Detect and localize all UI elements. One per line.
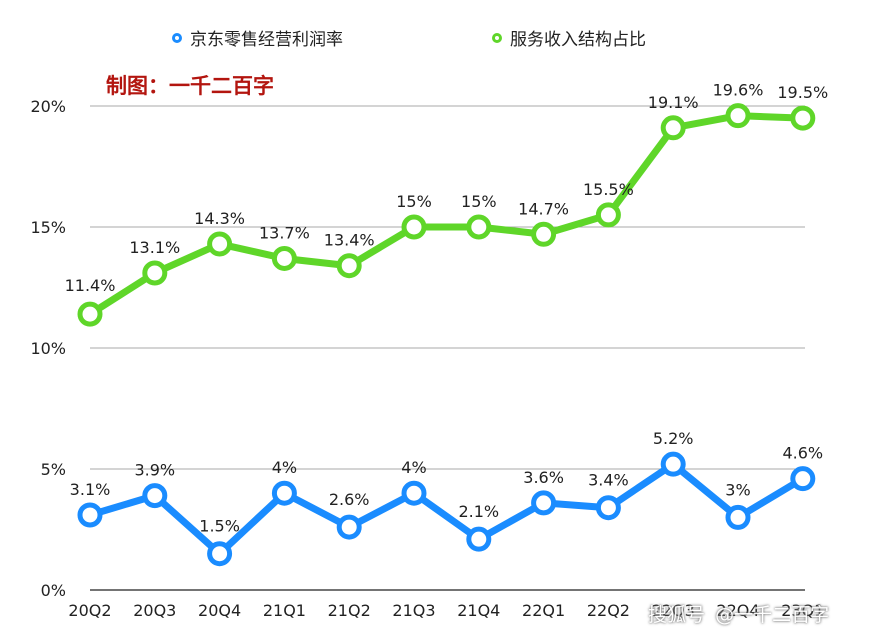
data-point bbox=[271, 245, 297, 271]
data-point bbox=[401, 214, 427, 240]
legend-label-service-share: 服务收入结构占比 bbox=[510, 30, 646, 50]
x-tick-label: 20Q2 bbox=[68, 601, 111, 620]
data-label: 3.4% bbox=[588, 471, 629, 490]
legend-item-service-share: 服务收入结构占比 bbox=[492, 25, 646, 50]
x-tick-label: 21Q2 bbox=[328, 601, 371, 620]
data-point bbox=[336, 253, 362, 279]
data-point bbox=[207, 541, 233, 567]
x-tick-label: 23Q1 bbox=[781, 601, 824, 620]
watermark-right: @一千二百字 bbox=[715, 604, 830, 626]
data-point bbox=[531, 490, 557, 516]
data-label: 13.7% bbox=[259, 223, 310, 242]
x-tick-label: 22Q3 bbox=[652, 601, 695, 620]
data-point bbox=[531, 221, 557, 247]
data-label: 4% bbox=[272, 458, 297, 477]
data-point bbox=[401, 480, 427, 506]
series-line-0 bbox=[86, 460, 807, 558]
x-tick-label: 22Q4 bbox=[716, 601, 759, 620]
data-point bbox=[725, 103, 751, 129]
data-label: 13.1% bbox=[129, 238, 180, 257]
x-axis-ticks: 20Q2 20Q3 20Q4 21Q1 21Q2 21Q3 21Q4 22Q1 22Q2 22Q3… bbox=[68, 601, 824, 620]
data-point bbox=[466, 526, 492, 552]
data-label: 15% bbox=[396, 192, 432, 211]
data-point bbox=[142, 483, 168, 509]
data-label: 2.6% bbox=[329, 490, 370, 509]
chart-credit: 制图：一千二百字 bbox=[106, 74, 274, 98]
legend-marker-service-share-icon bbox=[492, 32, 502, 43]
data-point bbox=[660, 451, 686, 477]
data-point bbox=[77, 301, 103, 327]
y-tick-label: 0% bbox=[41, 581, 66, 600]
data-label: 19.5% bbox=[777, 83, 828, 102]
data-label: 5.2% bbox=[653, 429, 694, 448]
y-tick-label: 10% bbox=[30, 339, 66, 358]
x-tick-label: 20Q3 bbox=[133, 601, 176, 620]
data-point bbox=[790, 466, 816, 492]
watermark-left: 搜狐号 bbox=[648, 604, 706, 626]
data-label: 19.6% bbox=[713, 81, 764, 100]
data-label: 3.9% bbox=[134, 461, 175, 480]
data-point bbox=[271, 480, 297, 506]
legend-marker-retail-margin-icon bbox=[172, 32, 182, 43]
data-point bbox=[77, 502, 103, 528]
data-label: 4% bbox=[401, 458, 426, 477]
x-tick-label: 21Q3 bbox=[392, 601, 435, 620]
data-labels: 3.1% 3.9% 1.5% 4% 2.6% 4% 2.1% 3.6% 3.4% 5.2% 3% 4.… bbox=[65, 81, 829, 536]
legend-label-retail-margin: 京东零售经营利润率 bbox=[190, 30, 343, 50]
x-tick-label: 21Q4 bbox=[457, 601, 500, 620]
data-label: 15% bbox=[461, 192, 497, 211]
data-label: 1.5% bbox=[199, 517, 240, 536]
data-point bbox=[207, 231, 233, 257]
x-tick-label: 20Q4 bbox=[198, 601, 241, 620]
x-tick-label: 22Q2 bbox=[587, 601, 630, 620]
x-tick-label: 22Q1 bbox=[522, 601, 565, 620]
x-tick-label: 21Q1 bbox=[263, 601, 306, 620]
y-tick-label: 15% bbox=[30, 218, 66, 237]
data-label: 13.4% bbox=[324, 231, 375, 250]
data-point bbox=[725, 504, 751, 530]
data-point bbox=[466, 214, 492, 240]
data-label: 14.3% bbox=[194, 209, 245, 228]
watermark: 搜狐号 @一千二百字 bbox=[648, 600, 829, 627]
data-label: 2.1% bbox=[458, 502, 499, 521]
data-point bbox=[336, 514, 362, 540]
gridlines bbox=[90, 105, 805, 591]
data-label: 15.5% bbox=[583, 180, 634, 199]
data-point bbox=[660, 115, 686, 141]
data-label: 11.4% bbox=[65, 276, 116, 295]
y-tick-label: 20% bbox=[30, 97, 66, 116]
data-point bbox=[595, 202, 621, 228]
data-label: 14.7% bbox=[518, 199, 569, 218]
data-label: 3.1% bbox=[70, 480, 111, 499]
series-layer bbox=[77, 103, 816, 567]
data-label: 3.6% bbox=[523, 468, 564, 487]
data-label: 3% bbox=[725, 480, 750, 499]
y-axis-ticks: 0% 5% 10% 15% 20% bbox=[30, 97, 66, 600]
data-point bbox=[790, 105, 816, 131]
legend-item-retail-margin: 京东零售经营利润率 bbox=[172, 25, 343, 50]
data-label: 19.1% bbox=[648, 93, 699, 112]
data-label: 4.6% bbox=[782, 444, 823, 463]
data-point bbox=[142, 260, 168, 286]
y-tick-label: 5% bbox=[41, 460, 66, 479]
data-point bbox=[595, 495, 621, 521]
